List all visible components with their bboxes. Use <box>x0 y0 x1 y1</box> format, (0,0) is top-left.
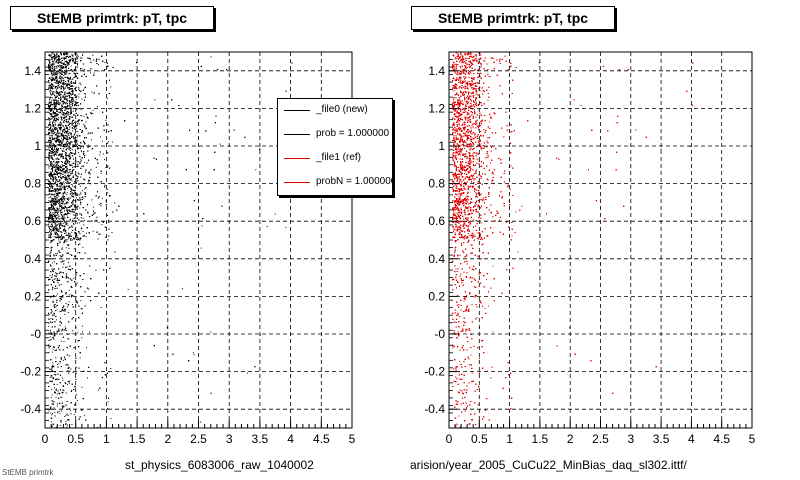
right-scatter-points <box>452 52 694 429</box>
right-y-tick-label: -0.4 <box>424 402 445 416</box>
right-x-tick-label: 5 <box>749 432 756 446</box>
left-x-tick-label: 0.5 <box>67 432 84 446</box>
right-x-tick-label: 0 <box>446 432 453 446</box>
right-x-tick-label: 2 <box>567 432 574 446</box>
left-x-tick-label: 0 <box>42 432 49 446</box>
right-x-tick-label: 4.5 <box>713 432 730 446</box>
left-y-tick-label: 1.4 <box>24 64 41 78</box>
left-y-tick-label: 0.4 <box>24 252 41 266</box>
legend-entry-file1: _file1 (ref) <box>278 147 392 169</box>
legend-entry-probn: probN = 1.000000 <box>278 171 393 193</box>
right-y-tick-label: 0.4 <box>428 252 445 266</box>
right-plot: 0 0.5 1 1.5 2 2.5 3 3.5 4 4.5 5 -0.4 -0.2 -0 0.2 0.4 0.6… <box>424 51 756 446</box>
legend-label-probn: probN = 1.000000 <box>316 176 393 187</box>
right-y-tick-label: 1 <box>438 139 445 153</box>
right-y-tick-label: 0.2 <box>428 289 445 303</box>
right-x-tick-label: 1.5 <box>532 432 549 446</box>
left-x-axis-title: st_physics_6083006_raw_1040002 <box>125 458 314 472</box>
left-y-tick-label: 1.2 <box>24 101 41 115</box>
legend-label-file0: _file0 (new) <box>316 104 368 115</box>
right-x-tick-label: 2.5 <box>592 432 609 446</box>
legend-label-prob: prob = 1.000000 <box>316 128 390 139</box>
legend-line-probn <box>284 182 310 183</box>
legend-entry-prob: prob = 1.000000 <box>278 123 392 145</box>
left-x-tick-label: 1 <box>103 432 110 446</box>
right-x-tick-label: 1 <box>506 432 513 446</box>
right-x-tick-label: 4 <box>688 432 695 446</box>
left-y-tick-label: -0.4 <box>20 402 41 416</box>
right-chart-title: StEMB primtrk: pT, tpc <box>411 6 615 30</box>
right-y-tick-label: -0 <box>434 327 445 341</box>
right-y-tick-label: 1.2 <box>428 101 445 115</box>
right-y-tick-label: 0.6 <box>428 214 445 228</box>
right-x-tick-label: 0.5 <box>471 432 488 446</box>
legend-line-file1 <box>284 158 310 159</box>
left-x-tick-label: 3.5 <box>252 432 269 446</box>
left-y-tick-label: -0.2 <box>20 365 41 379</box>
left-y-tick-label: 0.2 <box>24 289 41 303</box>
left-chart-title: StEMB primtrk: pT, tpc <box>10 6 214 30</box>
footer-text: StEMB primtrk <box>2 468 54 477</box>
left-y-tick-label: -0 <box>30 327 41 341</box>
legend-line-file0 <box>284 110 310 111</box>
left-x-tick-label: 2 <box>164 432 171 446</box>
left-x-tick-label: 4.5 <box>313 432 330 446</box>
legend-label-file1: _file1 (ref) <box>316 152 362 163</box>
right-x-tick-label: 3.5 <box>653 432 670 446</box>
right-x-axis-title: arision/year_2005_CuCu22_MinBias_daq_sl3… <box>410 458 687 472</box>
legend: _file0 (new) prob = 1.000000 _file1 (ref… <box>277 98 393 196</box>
left-y-tick-label: 0.8 <box>24 177 41 191</box>
legend-entry-file0: _file0 (new) <box>278 99 392 121</box>
right-y-tick-label: -0.2 <box>424 365 445 379</box>
left-x-tick-label: 1.5 <box>129 432 146 446</box>
legend-line-prob <box>284 134 310 135</box>
left-y-tick-label: 1 <box>34 139 41 153</box>
left-x-tick-label: 3 <box>226 432 233 446</box>
left-x-tick-label: 5 <box>349 432 356 446</box>
right-grid <box>449 52 752 428</box>
left-x-tick-label: 4 <box>287 432 294 446</box>
right-y-tick-label: 1.4 <box>428 64 445 78</box>
left-x-tick-label: 2.5 <box>190 432 207 446</box>
right-x-tick-label: 3 <box>627 432 634 446</box>
right-y-tick-label: 0.8 <box>428 177 445 191</box>
left-y-tick-label: 0.6 <box>24 214 41 228</box>
